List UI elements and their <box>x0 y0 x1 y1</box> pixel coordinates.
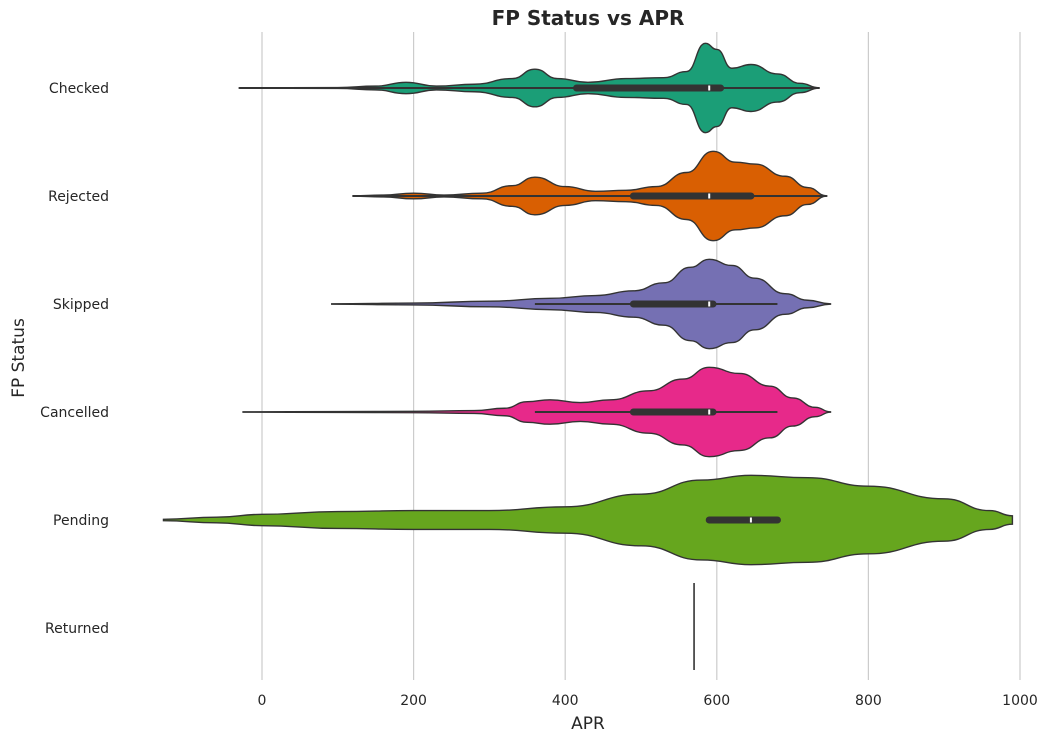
y-axis-label: FP Status <box>9 318 29 398</box>
y-tick-label: Cancelled <box>40 405 109 421</box>
violin-layer <box>162 42 1014 670</box>
violin-rejected <box>352 150 828 242</box>
y-tick-label: Returned <box>45 621 109 637</box>
gridlines <box>261 32 1021 680</box>
x-tick-label: 0 <box>258 693 267 709</box>
violin-checked <box>238 42 820 134</box>
y-tick-label: Rejected <box>48 189 109 205</box>
x-tick-label: 400 <box>552 693 579 709</box>
violin-skipped <box>331 258 832 350</box>
y-tick-labels: Checked Rejected Skipped Cancelled Pending Re… <box>40 81 109 637</box>
violin-cancelled <box>242 366 832 458</box>
x-tick-label: 800 <box>855 693 882 709</box>
y-tick-label: Checked <box>49 81 109 97</box>
x-tick-label: 200 <box>400 693 427 709</box>
x-tick-label: 1000 <box>1002 693 1038 709</box>
x-axis-label: APR <box>571 714 605 734</box>
x-tick-label: 600 <box>703 693 730 709</box>
violin-pending <box>162 474 1014 566</box>
chart-title: FP Status vs APR <box>492 6 685 30</box>
y-tick-label: Skipped <box>53 297 109 313</box>
y-tick-label: Pending <box>53 513 109 529</box>
x-tick-labels: 0 200 400 600 800 1000 <box>258 693 1038 709</box>
violin-body <box>162 474 1014 566</box>
